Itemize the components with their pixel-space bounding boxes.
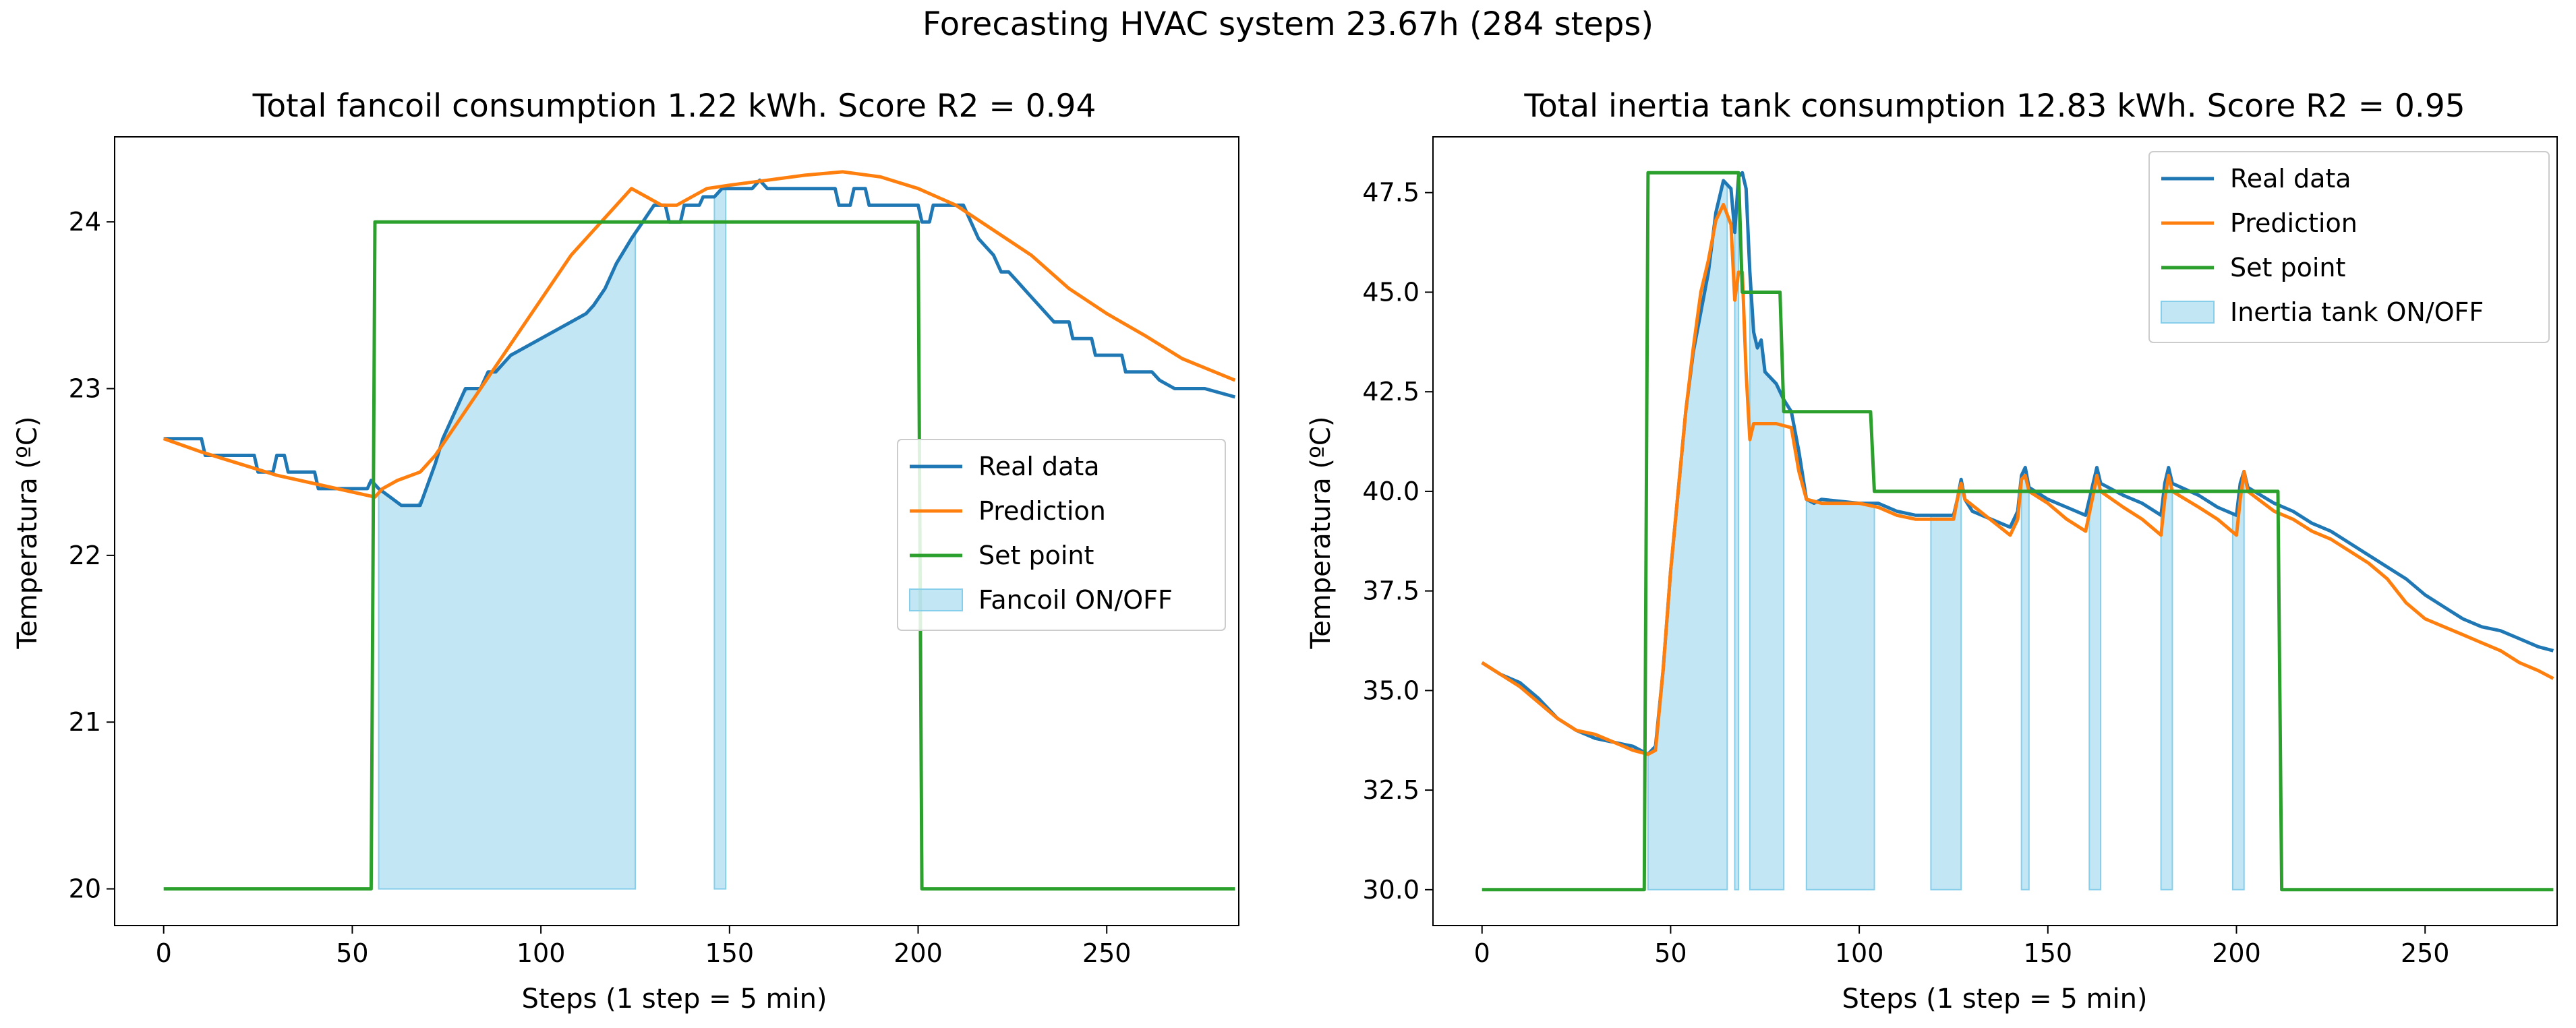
y-tick-label: 24 — [69, 207, 101, 237]
set-point-line — [163, 220, 1235, 891]
y-axis-label: Temperatura (ºC) — [12, 417, 43, 650]
fancoil-chart: Total fancoil consumption 1.22 kWh. Scor… — [12, 88, 1239, 1015]
x-tick-label: 0 — [1474, 938, 1490, 968]
y-tick-label: 40.0 — [1362, 477, 1419, 506]
legend-label: Prediction — [2230, 208, 2358, 238]
legend: Real data Prediction Set point Fancoil ON/O… — [897, 439, 1226, 631]
x-tick-label: 150 — [2024, 938, 2073, 968]
legend: Real data Prediction Set point Inertia tank… — [2148, 151, 2550, 343]
y-tick-label: 45.0 — [1362, 277, 1419, 307]
legend-label: Set point — [2230, 253, 2345, 282]
legend-label: Fancoil ON/OFF — [978, 585, 1173, 615]
y-tick-label: 22 — [69, 541, 101, 570]
y-tick-label: 42.5 — [1362, 377, 1419, 406]
axes-frame — [114, 136, 1239, 926]
on-off-band — [2088, 466, 2102, 890]
x-tick-label: 50 — [336, 938, 368, 968]
legend-label: Set point — [978, 541, 1094, 570]
on-off-band — [713, 187, 727, 890]
plot-area: 0 50 100 150 200 250 20 21 22 23 24 — [69, 136, 1239, 968]
x-tick-label: 250 — [2401, 938, 2450, 968]
y-tick-label: 20 — [69, 874, 101, 904]
x-tick-label: 100 — [517, 938, 566, 968]
on-off-band — [1930, 479, 1962, 890]
y-axis-label: Temperatura (ºC) — [1306, 417, 1337, 650]
x-axis-label: Steps (1 step = 5 min) — [1842, 984, 2147, 1015]
y-tick-label: 23 — [69, 374, 101, 404]
prediction-line — [1481, 203, 2554, 756]
y-tick-label: 21 — [69, 707, 101, 737]
y-tick-label: 47.5 — [1362, 178, 1419, 208]
legend-box — [897, 439, 1226, 631]
inertia-tank-chart: Total inertia tank consumption 12.83 kWh… — [1306, 88, 2558, 1015]
legend-label: Real data — [978, 452, 1100, 481]
y-tick-label: 32.5 — [1362, 775, 1419, 805]
chart-title: Total fancoil consumption 1.22 kWh. Scor… — [252, 88, 1096, 125]
set-point-line — [1482, 171, 2554, 892]
x-tick-label: 200 — [2212, 938, 2261, 968]
y-tick-label: 30.0 — [1362, 875, 1419, 905]
x-axis-label: Steps (1 step = 5 min) — [521, 984, 827, 1015]
legend-label: Inertia tank ON/OFF — [2230, 297, 2484, 327]
y-tick-label: 37.5 — [1362, 576, 1419, 606]
real-data-line — [163, 178, 1236, 508]
legend-label: Prediction — [978, 496, 1106, 526]
y-tick-label: 35.0 — [1362, 675, 1419, 705]
legend-box — [2148, 151, 2550, 343]
legend-swatch — [2161, 301, 2215, 324]
x-tick-label: 50 — [1654, 938, 1687, 968]
plot-area: 0 50 100 150 200 250 30.0 32.5 35.0 37.5 40.0 42.5 4… — [1362, 136, 2558, 968]
x-tick-label: 150 — [705, 938, 755, 968]
on-off-band — [2020, 465, 2030, 890]
prediction-line — [163, 170, 1236, 499]
x-tick-label: 200 — [894, 938, 943, 968]
x-tick-label: 100 — [1835, 938, 1884, 968]
chart-title: Total inertia tank consumption 12.83 kWh… — [1523, 88, 2465, 125]
x-tick-label: 0 — [156, 938, 172, 968]
legend-swatch — [909, 588, 963, 611]
axes-frame — [1432, 136, 2558, 926]
x-tick-label: 250 — [1082, 938, 1132, 968]
on-off-band — [1805, 497, 1875, 890]
legend-label: Real data — [2230, 164, 2351, 193]
figure-title: Forecasting HVAC system 23.67h (284 step… — [923, 5, 1653, 43]
